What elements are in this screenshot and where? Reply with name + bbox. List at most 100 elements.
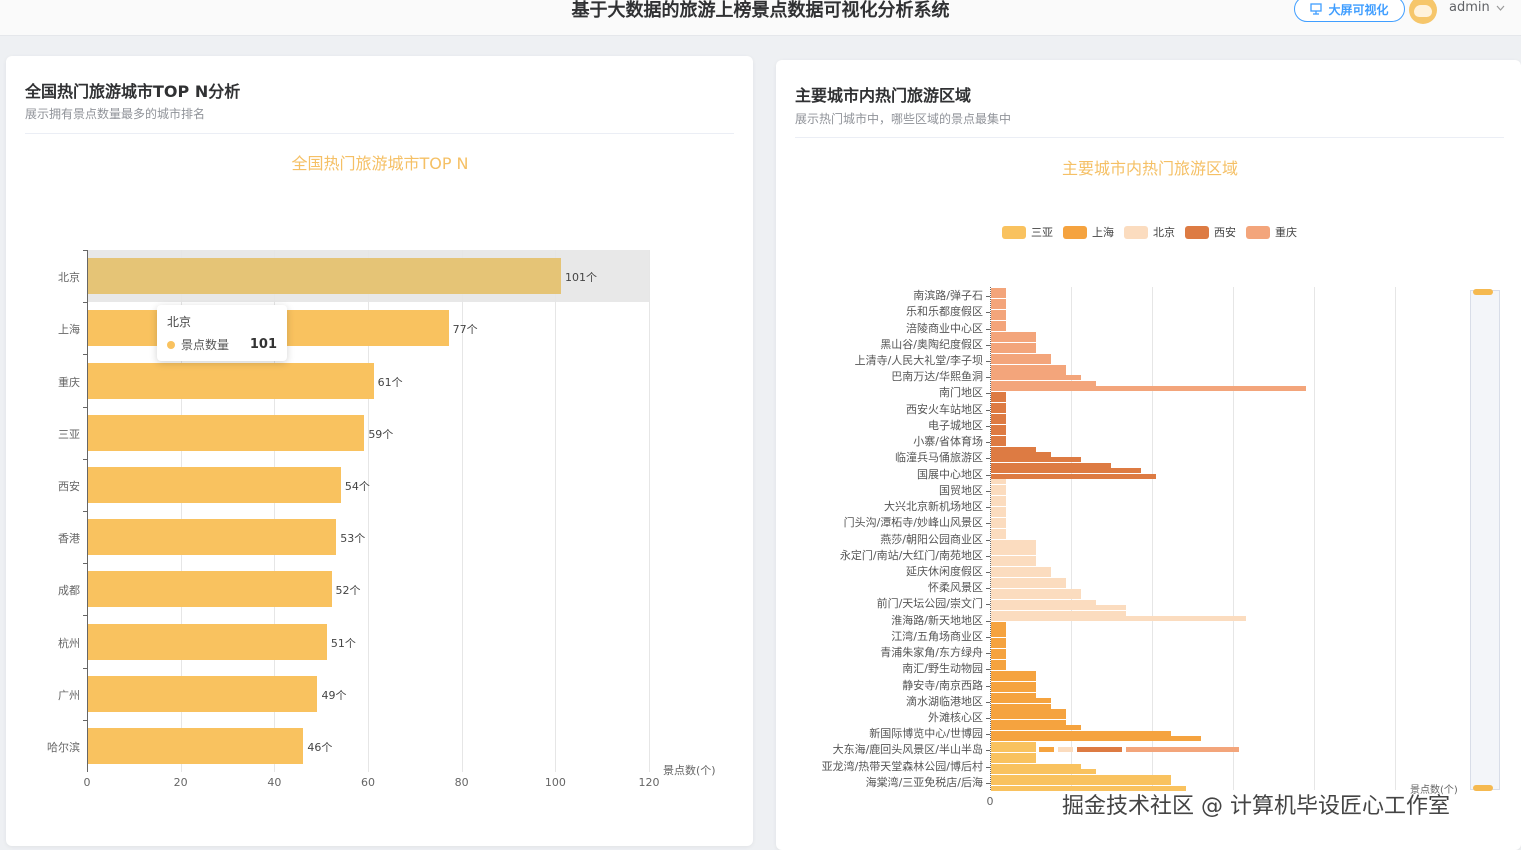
area-bar-西安[interactable] (991, 457, 1081, 463)
area-bar-上海[interactable] (991, 654, 1006, 660)
area-bar-三亚[interactable] (991, 774, 1171, 780)
area-bar-重庆[interactable] (1126, 747, 1239, 753)
area-bar-三亚[interactable] (991, 763, 1081, 769)
area-bar-重庆[interactable] (991, 386, 1306, 392)
area-bar-上海[interactable] (991, 708, 1066, 714)
area-bar-三亚[interactable] (991, 785, 1186, 791)
area-bar-北京[interactable] (991, 490, 1006, 496)
area-bar-西安[interactable] (991, 402, 1006, 408)
area-bar-北京[interactable] (991, 539, 1036, 545)
legend-item-西安[interactable]: 西安 (1185, 224, 1236, 240)
area-bar-北京[interactable] (991, 566, 1051, 572)
area-bar-上海[interactable] (991, 736, 1201, 742)
area-bar-西安[interactable] (991, 419, 1006, 425)
bar-广州[interactable] (88, 675, 318, 712)
datazoom-handle-bottom[interactable] (1473, 785, 1493, 791)
area-bar-北京[interactable] (991, 550, 1036, 556)
bar-北京[interactable] (88, 258, 562, 295)
area-bar-北京[interactable] (991, 523, 1006, 529)
area-bar-西安[interactable] (991, 430, 1006, 436)
area-bar-北京[interactable] (1058, 747, 1073, 753)
area-bar-三亚[interactable] (991, 752, 1036, 758)
legend-item-重庆[interactable]: 重庆 (1246, 224, 1297, 240)
area-bar-北京[interactable] (991, 616, 1246, 622)
area-bar-西安[interactable] (991, 473, 1156, 479)
user-menu[interactable]: admin (1449, 0, 1505, 15)
bar-香港[interactable] (88, 519, 337, 556)
bar-哈尔滨[interactable] (88, 727, 304, 764)
area-bar-上海[interactable] (991, 621, 1006, 627)
area-bar-三亚[interactable] (991, 780, 1171, 786)
area-bar-北京[interactable] (991, 544, 1036, 550)
area-bar-北京[interactable] (991, 517, 1006, 523)
area-bar-北京[interactable] (991, 484, 1006, 490)
area-bar-西安[interactable] (991, 435, 1006, 441)
area-bar-西安[interactable] (991, 397, 1006, 403)
area-bar-上海[interactable] (991, 687, 1036, 693)
area-bar-西安[interactable] (991, 446, 1036, 452)
area-bar-北京[interactable] (991, 534, 1006, 540)
area-bar-重庆[interactable] (991, 380, 1096, 386)
area-bar-重庆[interactable] (991, 337, 1036, 343)
area-bar-西安[interactable] (991, 441, 1006, 447)
area-bar-重庆[interactable] (991, 331, 1036, 337)
area-bar-重庆[interactable] (991, 320, 1006, 326)
area-bar-重庆[interactable] (991, 326, 1006, 332)
area-bar-北京[interactable] (991, 572, 1051, 578)
area-bar-上海[interactable] (991, 670, 1036, 676)
area-bar-上海[interactable] (991, 659, 1006, 665)
area-bar-三亚[interactable] (991, 758, 1036, 764)
area-bar-上海[interactable] (991, 719, 1066, 725)
area-bar-西安[interactable] (991, 413, 1006, 419)
area-bar-北京[interactable] (991, 495, 1006, 501)
area-bar-重庆[interactable] (991, 348, 1036, 354)
area-bar-上海[interactable] (991, 626, 1006, 632)
area-bar-北京[interactable] (991, 588, 1081, 594)
area-bar-上海[interactable] (991, 637, 1006, 643)
area-bar-上海[interactable] (991, 632, 1006, 638)
area-bar-西安[interactable] (991, 462, 1111, 468)
area-bar-重庆[interactable] (991, 375, 1081, 381)
area-bar-三亚[interactable] (991, 741, 1036, 747)
area-bar-重庆[interactable] (991, 288, 1006, 293)
area-bar-西安[interactable] (991, 391, 1006, 397)
area-bar-上海[interactable] (991, 681, 1036, 687)
area-bar-上海[interactable] (991, 698, 1051, 704)
area-bar-北京[interactable] (991, 561, 1036, 567)
area-bar-北京[interactable] (991, 479, 1006, 485)
area-bar-上海[interactable] (991, 703, 1051, 709)
area-bar-北京[interactable] (991, 555, 1036, 561)
area-bar-重庆[interactable] (991, 298, 1006, 304)
area-bar-重庆[interactable] (991, 304, 1006, 310)
area-bar-重庆[interactable] (991, 293, 1006, 299)
area-bar-上海[interactable] (991, 643, 1006, 649)
bar-三亚[interactable] (88, 414, 365, 451)
area-bar-三亚[interactable] (991, 747, 1036, 753)
bar-西安[interactable] (88, 466, 341, 503)
area-bar-重庆[interactable] (991, 353, 1051, 359)
area-bar-北京[interactable] (991, 594, 1081, 600)
bar-重庆[interactable] (88, 362, 374, 399)
legend-item-北京[interactable]: 北京 (1124, 224, 1175, 240)
area-bar-重庆[interactable] (991, 342, 1036, 348)
area-bar-北京[interactable] (991, 605, 1126, 611)
area-bar-西安[interactable] (991, 424, 1006, 430)
area-bar-北京[interactable] (991, 599, 1096, 605)
area-bar-上海[interactable] (991, 730, 1171, 736)
area-bar-上海[interactable] (991, 714, 1066, 720)
area-bar-上海[interactable] (991, 648, 1006, 654)
big-screen-button[interactable]: 大屏可视化 (1294, 0, 1405, 22)
area-bar-重庆[interactable] (991, 359, 1051, 365)
area-bar-重庆[interactable] (991, 370, 1066, 375)
area-bar-上海[interactable] (991, 692, 1036, 698)
area-bar-北京[interactable] (991, 583, 1066, 589)
datazoom-slider[interactable] (1470, 289, 1500, 791)
area-bar-西安[interactable] (1077, 747, 1122, 753)
avatar[interactable] (1409, 0, 1437, 24)
area-bar-西安[interactable] (991, 408, 1006, 414)
area-bar-上海[interactable] (1039, 747, 1054, 753)
area-bar-北京[interactable] (991, 577, 1066, 583)
area-bar-北京[interactable] (991, 512, 1006, 518)
bar-成都[interactable] (88, 571, 332, 608)
bar-杭州[interactable] (88, 623, 327, 660)
